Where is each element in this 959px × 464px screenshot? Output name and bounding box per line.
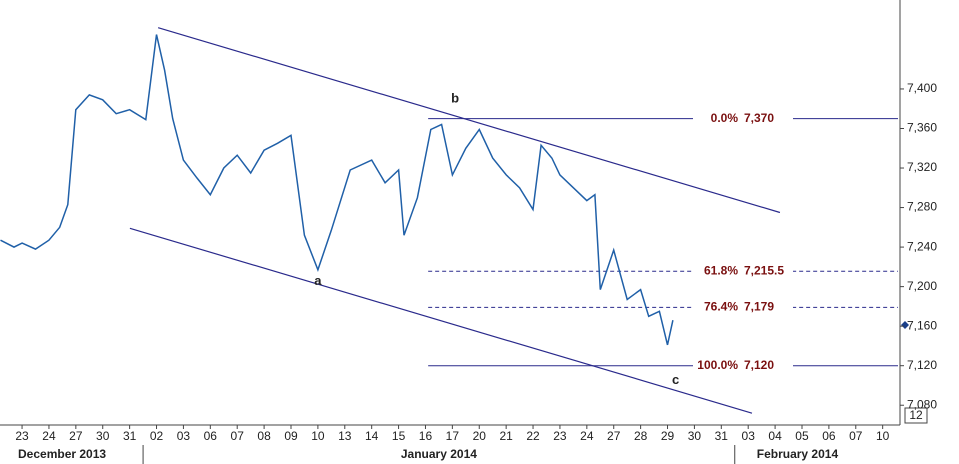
x-tick-label: 27 bbox=[607, 429, 621, 443]
x-tick-label: 22 bbox=[526, 429, 540, 443]
fib-label-bg bbox=[693, 111, 793, 126]
fib-price: 7,120 bbox=[744, 358, 774, 372]
x-tick-label: 10 bbox=[876, 429, 890, 443]
fib-pct: 0.0% bbox=[711, 111, 739, 125]
x-tick-label: 17 bbox=[446, 429, 460, 443]
x-tick-label: 07 bbox=[849, 429, 863, 443]
y-tick-label: 7,120 bbox=[907, 358, 937, 372]
x-tick-label: 16 bbox=[419, 429, 433, 443]
wave-label: c bbox=[672, 372, 679, 387]
x-tick-label: 03 bbox=[742, 429, 756, 443]
x-tick-label: 02 bbox=[150, 429, 164, 443]
x-tick-label: 24 bbox=[42, 429, 56, 443]
y-tick-label: 7,240 bbox=[907, 239, 937, 253]
y-tick-label: 7,280 bbox=[907, 200, 937, 214]
month-label: January 2014 bbox=[401, 447, 477, 461]
y-tick-label: 7,160 bbox=[907, 318, 937, 332]
x-tick-label: 03 bbox=[177, 429, 191, 443]
badge-box bbox=[904, 407, 928, 424]
x-tick-label: 23 bbox=[15, 429, 29, 443]
wave-label: a bbox=[314, 273, 322, 288]
y-tick-label: 7,400 bbox=[907, 81, 937, 95]
x-tick-label: 20 bbox=[473, 429, 487, 443]
y-tick-label: 7,200 bbox=[907, 279, 937, 293]
fib-label-bg bbox=[693, 300, 793, 315]
x-tick-label: 27 bbox=[69, 429, 83, 443]
badge: 12 bbox=[909, 408, 923, 422]
x-tick-label: 04 bbox=[768, 429, 782, 443]
fib-label-bg bbox=[693, 264, 793, 279]
price-marker bbox=[901, 321, 909, 329]
x-tick-label: 06 bbox=[822, 429, 836, 443]
x-tick-label: 05 bbox=[795, 429, 809, 443]
x-tick-label: 29 bbox=[661, 429, 675, 443]
y-tick-label: 7,320 bbox=[907, 160, 937, 174]
x-tick-label: 06 bbox=[204, 429, 218, 443]
y-tick-label: 7,080 bbox=[907, 397, 937, 411]
x-tick-label: 30 bbox=[96, 429, 110, 443]
x-tick-label: 14 bbox=[365, 429, 379, 443]
fib-price: 7,215.5 bbox=[744, 263, 784, 277]
x-tick-label: 24 bbox=[580, 429, 594, 443]
month-label: December 2013 bbox=[18, 447, 106, 461]
x-tick-label: 15 bbox=[392, 429, 406, 443]
fib-pct: 100.0% bbox=[697, 358, 738, 372]
channel-line bbox=[157, 27, 781, 214]
x-tick-label: 21 bbox=[499, 429, 513, 443]
x-tick-label: 08 bbox=[257, 429, 271, 443]
x-tick-label: 30 bbox=[688, 429, 702, 443]
fib-price: 7,370 bbox=[744, 111, 774, 125]
fib-pct: 76.4% bbox=[704, 300, 738, 314]
x-tick-label: 31 bbox=[123, 429, 137, 443]
y-tick-label: 7,360 bbox=[907, 121, 937, 135]
x-tick-label: 07 bbox=[231, 429, 245, 443]
fib-label-bg bbox=[693, 358, 793, 373]
month-label: February 2014 bbox=[757, 447, 839, 461]
channel-line bbox=[129, 227, 753, 414]
fib-price: 7,179 bbox=[744, 300, 774, 314]
x-tick-label: 28 bbox=[634, 429, 648, 443]
x-tick-label: 13 bbox=[338, 429, 352, 443]
price-line bbox=[0, 34, 674, 346]
x-tick-label: 23 bbox=[553, 429, 567, 443]
x-tick-label: 09 bbox=[284, 429, 298, 443]
fib-pct: 61.8% bbox=[704, 263, 738, 277]
wave-label: b bbox=[451, 90, 459, 105]
x-tick-label: 31 bbox=[715, 429, 729, 443]
x-tick-label: 10 bbox=[311, 429, 325, 443]
